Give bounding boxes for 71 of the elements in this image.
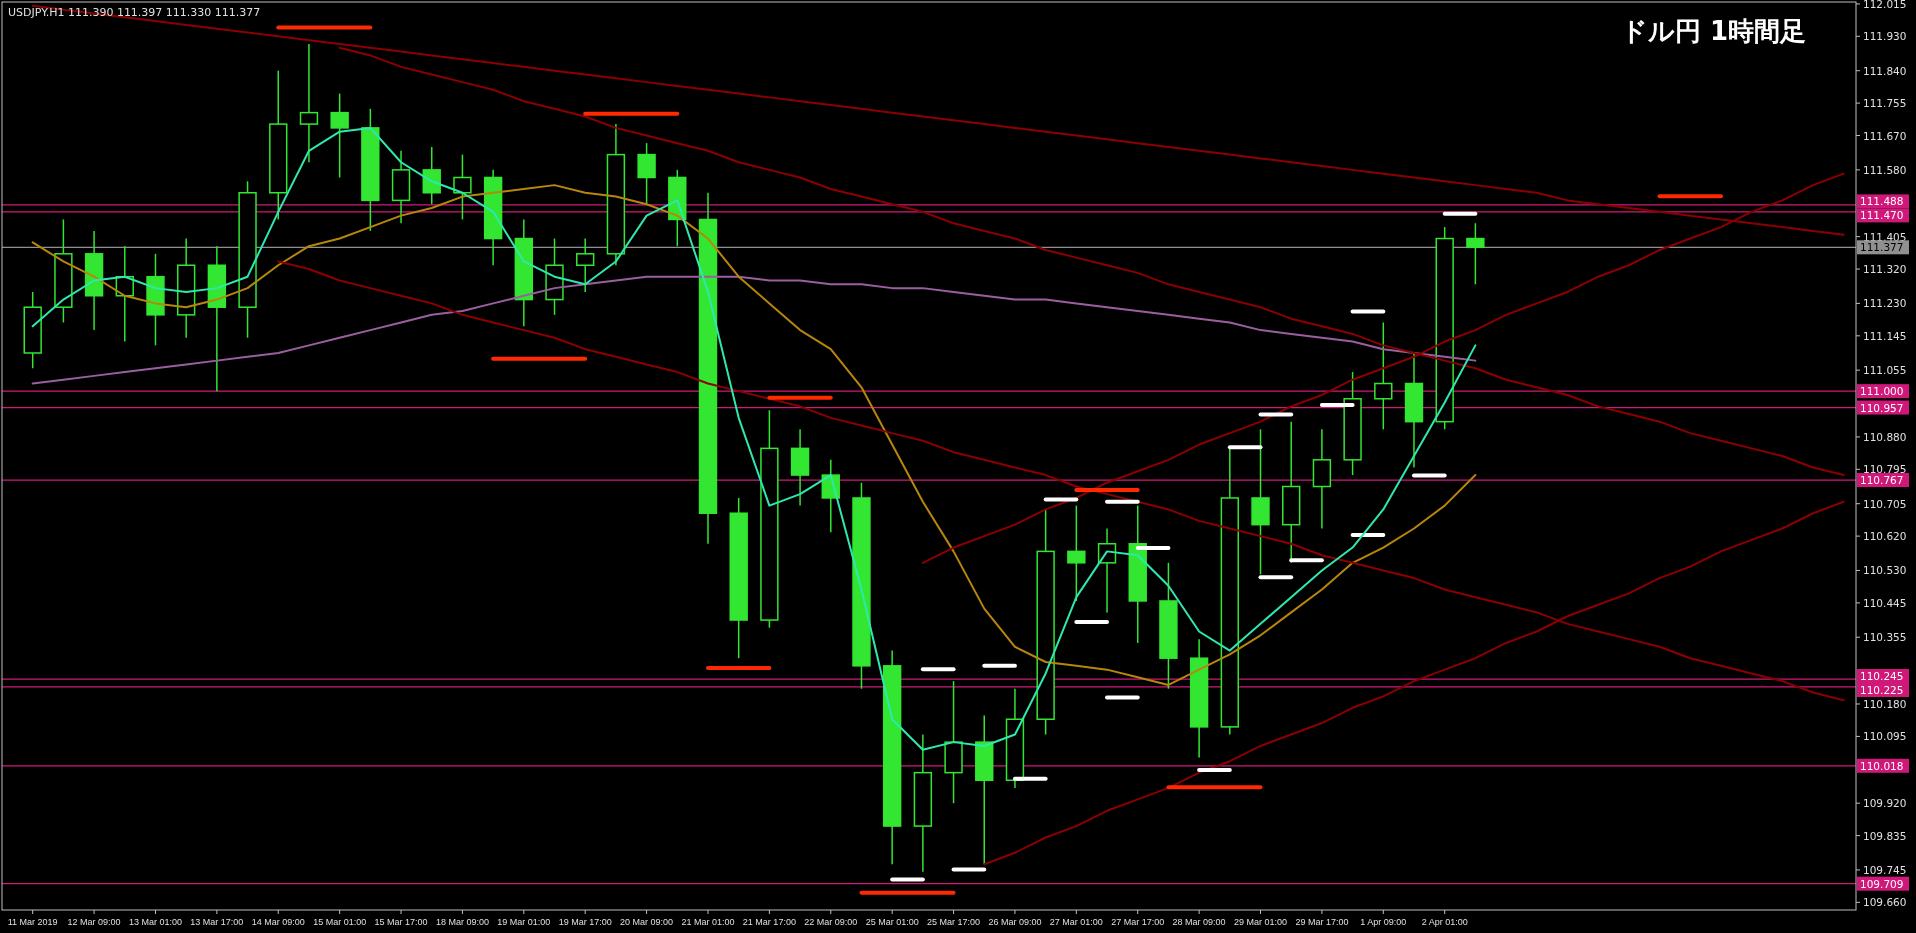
y-tick-label: 110.355	[1863, 631, 1907, 644]
ref-line-label: 110.225	[1860, 684, 1904, 696]
candlestick	[637, 142, 656, 205]
candlestick	[330, 92, 349, 179]
y-tick-label: 112.015	[1863, 0, 1907, 10]
x-tick-label: 27 Mar 01:00	[1049, 917, 1103, 927]
candlestick	[576, 237, 595, 293]
x-tick-label: 2 Apr 01:00	[1421, 917, 1468, 927]
y-tick-label: 110.530	[1863, 564, 1907, 577]
line-series	[31, 184, 1477, 686]
y-tick-label: 111.055	[1863, 364, 1907, 377]
candlestick	[453, 153, 472, 221]
y-tick-label: 110.445	[1863, 596, 1907, 609]
ref-line-label: 111.470	[1860, 209, 1904, 222]
y-tick-label: 111.840	[1863, 64, 1907, 77]
x-tick-label: 13 Mar 17:00	[190, 917, 244, 927]
x-tick-label: 27 Mar 17:00	[1111, 917, 1165, 927]
ref-line-label: 110.018	[1860, 759, 1904, 772]
x-tick-label: 14 Mar 09:00	[251, 917, 305, 927]
x-tick-label: 22 Mar 09:00	[804, 917, 858, 927]
x-tick-label: 29 Mar 17:00	[1295, 917, 1349, 927]
y-tick-label: 111.580	[1863, 163, 1907, 176]
x-tick-label: 15 Mar 01:00	[313, 917, 367, 927]
line-series	[31, 275, 1477, 385]
y-tick-label: 109.835	[1863, 829, 1907, 842]
y-tick-label: 109.920	[1863, 797, 1907, 810]
y-tick-label: 111.320	[1863, 263, 1907, 276]
x-tick-label: 11 Mar 2019	[7, 917, 58, 927]
y-tick-label: 110.880	[1863, 430, 1907, 443]
ref-line-label: 111.377	[1860, 241, 1904, 254]
y-tick-label: 110.095	[1863, 730, 1907, 743]
y-tick-label: 110.795	[1863, 463, 1907, 476]
x-tick-label: 18 Mar 09:00	[435, 917, 489, 927]
y-tick-label: 110.705	[1863, 497, 1907, 510]
y-tick-label: 110.180	[1863, 697, 1907, 710]
x-tick-label: 13 Mar 01:00	[128, 917, 182, 927]
y-tick-label: 111.755	[1863, 97, 1907, 110]
y-tick-label: 109.660	[1863, 896, 1907, 909]
x-tick-label: 12 Mar 09:00	[67, 917, 121, 927]
y-tick-label: 111.230	[1863, 297, 1907, 310]
candlestick	[1466, 222, 1485, 286]
text: ドル円 1時間足	[1620, 16, 1806, 46]
x-tick-label: 21 Mar 17:00	[742, 917, 796, 927]
y-tick-label: 110.620	[1863, 530, 1907, 543]
x-tick-label: 26 Mar 09:00	[988, 917, 1042, 927]
y-tick-label: 111.145	[1863, 329, 1907, 342]
ref-line-label: 110.767	[1860, 474, 1904, 487]
x-tick-label: 25 Mar 17:00	[927, 917, 981, 927]
ref-line-label: 110.245	[1860, 670, 1904, 682]
candlestick	[1067, 504, 1086, 602]
candlestick	[299, 43, 319, 163]
x-tick-label: 19 Mar 01:00	[497, 917, 551, 927]
x-tick-label: 21 Mar 01:00	[681, 917, 735, 927]
x-tick-label: 28 Mar 09:00	[1172, 917, 1226, 927]
y-tick-label: 109.745	[1863, 863, 1907, 876]
y-tick-label: 111.670	[1863, 129, 1907, 142]
x-tick-label: 1 Apr 09:00	[1360, 917, 1407, 927]
line-series	[31, 126, 1477, 751]
y-tick-label: 111.930	[1863, 30, 1907, 43]
x-tick-label: 20 Mar 09:00	[620, 917, 674, 927]
x-tick-label: 25 Mar 01:00	[865, 917, 919, 927]
ref-line-label: 109.709	[1860, 877, 1904, 890]
x-tick-label: 19 Mar 17:00	[558, 917, 612, 927]
x-tick-label: 15 Mar 17:00	[374, 917, 428, 927]
ref-line-label: 110.957	[1860, 401, 1904, 414]
y-tick-label: 111.405	[1863, 230, 1907, 243]
candlestick	[1374, 321, 1393, 431]
ref-line-label: 111.000	[1860, 385, 1904, 398]
candlestick	[422, 146, 441, 205]
ref-line-label: 111.488	[1860, 195, 1904, 208]
x-tick-label: 29 Mar 01:00	[1233, 917, 1288, 927]
